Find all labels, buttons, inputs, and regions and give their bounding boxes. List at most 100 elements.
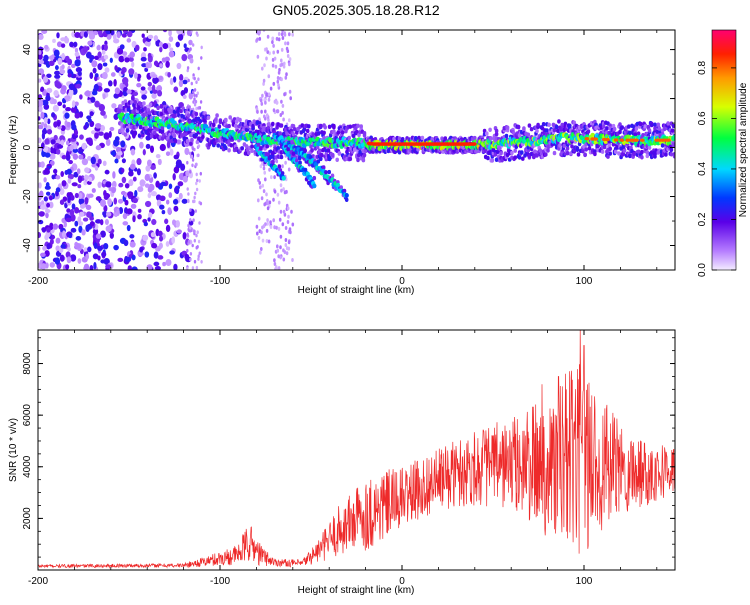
heatmap-cell <box>123 99 128 104</box>
heatmap-cell <box>169 47 174 52</box>
heatmap-cell <box>671 142 675 148</box>
heatmap-cell <box>74 59 81 67</box>
heatmap-cell <box>65 151 70 157</box>
heatmap-cell <box>272 43 275 48</box>
heatmap-cell <box>261 93 264 98</box>
heatmap-cell <box>282 187 285 192</box>
heatmap-cell <box>362 152 367 158</box>
heatmap-cell <box>263 63 266 68</box>
heatmap-cell <box>40 142 45 150</box>
heatmap-cell <box>38 232 42 238</box>
heatmap-cell <box>233 123 238 129</box>
heatmap-cell <box>224 145 228 151</box>
heatmap-cell <box>126 30 133 38</box>
heatmap-cell <box>136 158 142 166</box>
heatmap-cell <box>113 113 119 120</box>
heatmap-cell <box>129 51 135 58</box>
heatmap-cell <box>201 134 205 139</box>
heatmap-cell <box>38 116 41 121</box>
heatmap-cell <box>259 98 263 103</box>
heatmap-cell <box>46 227 51 233</box>
heatmap-cell <box>197 153 200 158</box>
heatmap-cell <box>84 197 89 205</box>
heatmap-cell <box>55 54 59 59</box>
heatmap-cell <box>116 208 120 217</box>
heatmap-cell <box>85 253 89 260</box>
heatmap-cell <box>147 186 153 193</box>
heatmap-cell <box>118 182 124 188</box>
heatmap-cell <box>504 133 509 139</box>
heatmap-cell <box>323 125 328 130</box>
heatmap-cell <box>197 239 201 244</box>
heatmap-cell <box>482 128 487 134</box>
heatmap-cell <box>97 30 103 37</box>
heatmap-cell <box>100 259 106 264</box>
heatmap-cell <box>257 216 261 221</box>
heatmap-cell <box>666 121 670 126</box>
heatmap-cell <box>169 135 173 140</box>
heatmap-cell <box>281 222 285 227</box>
heatmap-cell <box>322 135 326 140</box>
heatmap-cell <box>199 100 203 104</box>
heatmap-cell <box>276 49 280 54</box>
heatmap-cell <box>89 216 94 221</box>
heatmap-cell <box>97 255 101 261</box>
heatmap-cell <box>516 124 521 130</box>
heatmap-cell <box>190 154 194 159</box>
colorbar-tick-label: 0.6 <box>697 111 708 125</box>
heatmap-cell <box>193 195 196 200</box>
heatmap-cell <box>60 170 65 178</box>
snr-ytick-label: 6000 <box>22 404 33 427</box>
heatmap-cell <box>193 88 197 92</box>
heatmap-cell <box>47 118 51 125</box>
heatmap-cell <box>105 138 111 147</box>
heatmap-cell <box>617 151 621 156</box>
heatmap-cell <box>38 53 43 60</box>
heatmap-cell <box>264 109 267 114</box>
heatmap-cell <box>282 117 285 122</box>
heatmap-cell <box>186 113 191 118</box>
heatmap-cell <box>71 182 78 187</box>
heatmap-cell <box>646 124 651 130</box>
heatmap-cell <box>103 132 110 140</box>
heatmap-cell <box>124 57 130 63</box>
heatmap-cell <box>89 265 94 270</box>
heatmap-cell <box>281 30 284 33</box>
snr-plot-frame <box>37 329 676 571</box>
heatmap-cell <box>643 124 647 129</box>
heatmap-cell <box>295 158 299 163</box>
heatmap-cell <box>273 225 276 230</box>
heatmap-cell <box>363 148 368 154</box>
heatmap-cell <box>150 164 156 171</box>
heatmap-cell <box>264 100 267 105</box>
heatmap-cell <box>59 69 66 75</box>
heatmap-cell <box>86 137 93 145</box>
heatmap-cell <box>250 144 254 149</box>
heatmap-cell <box>81 158 89 166</box>
heatmap-cell <box>71 124 77 131</box>
heatmap-cell <box>196 178 199 183</box>
heatmap-cell <box>288 62 291 67</box>
heatmap-cell <box>192 73 195 77</box>
heatmap-cell <box>260 109 263 114</box>
heatmap-cell <box>557 119 561 124</box>
heatmap-cell <box>284 75 288 80</box>
heatmap-cell <box>132 215 136 223</box>
heatmap-cell <box>179 74 184 82</box>
heatmap-cell <box>352 147 357 152</box>
heatmap-cell <box>144 41 151 47</box>
heatmap-cell <box>165 60 170 68</box>
heatmap-cell <box>499 151 503 156</box>
heatmap-cell <box>332 123 336 129</box>
heatmap-cell <box>44 44 49 50</box>
heatmap-cell <box>187 198 190 203</box>
heatmap-cell <box>96 44 101 51</box>
snr-xtick-label: -200 <box>28 576 48 587</box>
heatmap-cell <box>288 89 292 94</box>
heatmap-cell <box>256 37 259 42</box>
heatmap-cell <box>65 106 72 112</box>
heatmap-cell <box>168 50 175 58</box>
heatmap-cell <box>135 44 140 52</box>
heatmap-cell <box>189 170 192 174</box>
